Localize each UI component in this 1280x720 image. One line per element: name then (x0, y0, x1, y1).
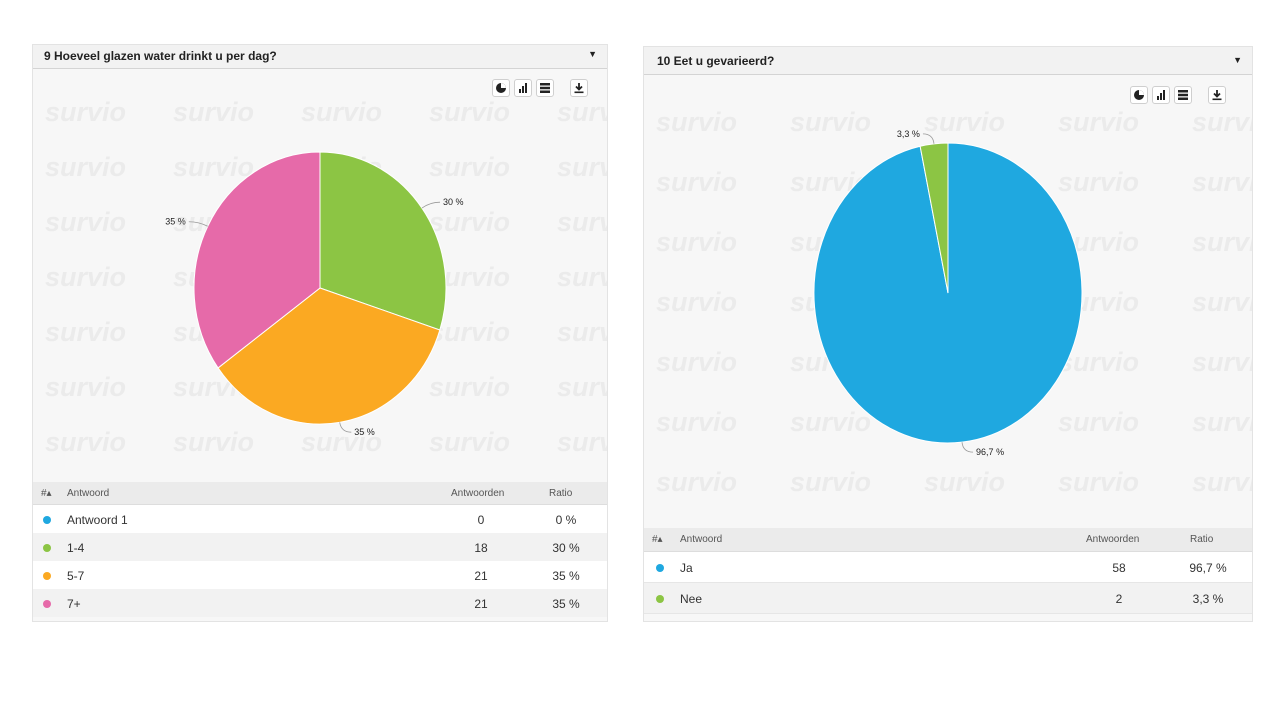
answers-table: #▴ Antwoord Antwoorden Ratio Ja 58 96,7 % N… (644, 528, 1252, 614)
answer-ratio: 96,7 % (1189, 561, 1227, 575)
chevron-down-icon[interactable]: ▼ (1233, 55, 1242, 65)
chart-toolbar (492, 79, 588, 97)
question-panel-10: surviosurviosurviosurviosurviosurviosurv… (643, 46, 1253, 622)
legend-dot (656, 564, 664, 572)
table-header: #▴ Antwoord Antwoorden Ratio (33, 482, 607, 505)
answers-table: #▴ Antwoord Antwoorden Ratio Antwoord 1 0… (33, 482, 607, 617)
pie-chart: 96,7 % 3,3 % (813, 129, 1083, 457)
table-icon[interactable] (536, 79, 554, 97)
bar-chart-icon[interactable] (514, 79, 532, 97)
pie-chart: 30 % 35 % 35 % (165, 151, 464, 437)
answer-label: 7+ (67, 597, 81, 611)
slice-label: 3,3 % (897, 129, 920, 139)
answer-count: 21 (474, 597, 488, 611)
slice-label-connector (922, 133, 935, 144)
chevron-down-icon[interactable]: ▼ (588, 49, 597, 59)
table-row: Nee 2 3,3 % (644, 583, 1252, 614)
answer-column-header[interactable]: Antwoord (680, 534, 723, 545)
table-row: Ja 58 96,7 % (644, 552, 1252, 583)
answer-count: 58 (1112, 561, 1126, 575)
answer-ratio: 35 % (552, 597, 580, 611)
answer-label: Antwoord 1 (67, 513, 128, 527)
count-column-header[interactable]: Antwoorden (1086, 534, 1140, 545)
legend-dot (43, 572, 51, 580)
answer-column-header[interactable]: Antwoord (67, 488, 110, 499)
legend-dot (43, 516, 51, 524)
pie-chart-icon[interactable] (492, 79, 510, 97)
count-column-header[interactable]: Antwoorden (451, 488, 505, 499)
chart-toolbar (1130, 86, 1226, 104)
pie-slice-5-7[interactable] (217, 287, 441, 425)
table-header: #▴ Antwoord Antwoorden Ratio (644, 528, 1252, 552)
sort-number-header[interactable]: #▴ (41, 488, 52, 499)
table-icon[interactable] (1174, 86, 1192, 104)
question-title: 10 Eet u gevarieerd? (657, 54, 775, 68)
slice-label: 30 % (443, 197, 464, 207)
answer-ratio: 30 % (552, 541, 580, 555)
slice-label-connector (421, 201, 441, 209)
slice-label: 35 % (165, 217, 186, 227)
table-row: 5-7 21 35 % (33, 561, 607, 589)
answer-count: 21 (474, 569, 488, 583)
question-title: 9 Hoeveel glazen water drinkt u per dag? (44, 49, 277, 63)
legend-dot (656, 595, 664, 603)
pie-chart-icon[interactable] (1130, 86, 1148, 104)
slice-label: 35 % (354, 427, 375, 437)
slice-label: 96,7 % (976, 447, 1004, 457)
pie-slice-1-4[interactable] (319, 151, 447, 331)
table-row: 7+ 21 35 % (33, 589, 607, 617)
ratio-column-header[interactable]: Ratio (549, 488, 573, 499)
table-row: Antwoord 1 0 0 % (33, 505, 607, 533)
legend-dot (43, 544, 51, 552)
answer-label: 5-7 (67, 569, 85, 583)
slice-label-connector (188, 221, 208, 227)
sort-number-header[interactable]: #▴ (652, 534, 663, 545)
bar-chart-icon[interactable] (1152, 86, 1170, 104)
answer-count: 18 (474, 541, 488, 555)
pie-slice-nee[interactable] (919, 142, 949, 294)
answer-count: 0 (477, 513, 485, 527)
answer-ratio: 0 % (555, 513, 577, 527)
answer-ratio: 3,3 % (1192, 592, 1224, 606)
answer-label: Nee (680, 592, 703, 606)
answer-count: 2 (1115, 592, 1123, 606)
pie-slice-7-[interactable] (193, 151, 321, 369)
table-row: 1-4 18 30 % (33, 533, 607, 561)
answer-label: Ja (680, 561, 693, 575)
download-icon[interactable] (1208, 86, 1226, 104)
question-panel-9: surviosurviosurviosurviosurviosurviosurv… (32, 44, 608, 622)
slice-label-connector (961, 442, 974, 453)
question-header[interactable]: 10 Eet u gevarieerd? ▼ (644, 47, 1252, 75)
download-icon[interactable] (570, 79, 588, 97)
legend-dot (43, 600, 51, 608)
answer-ratio: 35 % (552, 569, 580, 583)
ratio-column-header[interactable]: Ratio (1190, 534, 1214, 545)
slice-label-connector (339, 422, 352, 433)
answer-label: 1-4 (67, 541, 85, 555)
question-header[interactable]: 9 Hoeveel glazen water drinkt u per dag?… (33, 45, 607, 69)
